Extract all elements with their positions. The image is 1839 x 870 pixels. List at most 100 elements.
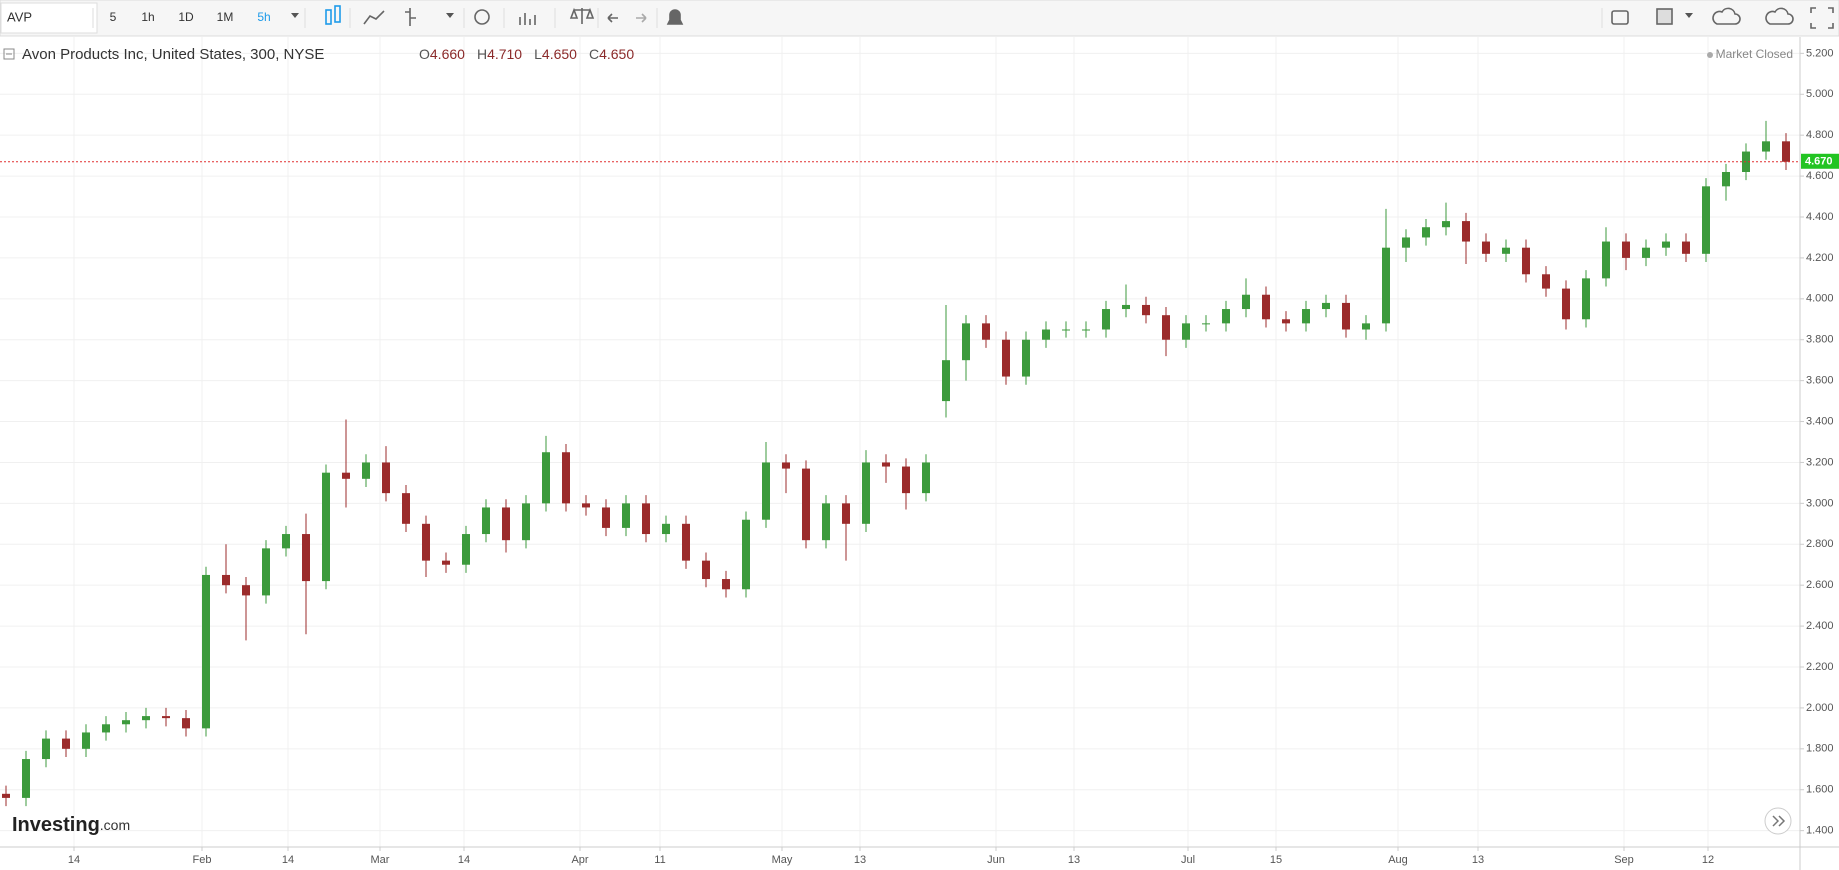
candle-body [1142,304,1150,316]
candle-body [882,462,890,467]
candle-body [1422,227,1430,238]
interval-button[interactable]: 1M [217,10,234,24]
candle-body [162,716,170,719]
ohlc-value: 4.660 [430,46,465,62]
candle-body [862,462,870,524]
x-tick-label: 12 [1702,854,1714,866]
y-tick-label: 2.600 [1806,579,1834,591]
last-price-tag [1801,153,1839,169]
candle-body [1342,302,1350,330]
x-tick-label: Jul [1181,854,1195,866]
candle-body [1522,247,1530,275]
fullscreen-icon[interactable] [1810,7,1834,29]
color-icon[interactable] [1656,8,1673,25]
candle-body [442,560,450,565]
candle-body [922,462,930,494]
y-tick-label: 5.000 [1806,88,1834,100]
x-tick-label: 14 [458,854,470,866]
candle-body [402,493,410,524]
y-tick-label: 2.400 [1806,620,1834,632]
candle-body [1382,247,1390,324]
x-tick-label: Feb [193,854,212,866]
candle-body [942,360,950,402]
indicator-icon[interactable] [405,8,416,26]
status-dot [1707,52,1713,58]
candle-body [1562,288,1570,320]
candle-body [1462,221,1470,242]
y-tick-label: 4.200 [1806,252,1834,264]
candle-icon[interactable] [334,5,341,23]
candle-body [1022,339,1030,377]
candle-body [1662,241,1670,248]
candle-body [182,718,190,729]
toolbar-separators [92,8,1603,28]
interval-button[interactable]: 5 [110,10,117,24]
x-tick-label: Apr [571,854,588,866]
candle-body [142,716,150,721]
candle-body [62,738,70,749]
cloud-save-icon[interactable] [1765,7,1794,25]
candle-icon[interactable] [325,9,332,25]
compare-icon[interactable] [569,7,595,24]
candle-body [242,585,250,596]
candle-body [282,534,290,549]
candle-body [1642,247,1650,258]
interval-button[interactable]: 1h [141,10,154,24]
ohlc-value: 4.650 [599,46,634,62]
candle-body [262,548,270,596]
interval-buttons: 5 1h 1D 1M 5h [110,10,271,24]
x-tick-label: 13 [1472,854,1484,866]
scroll-glyph [1772,815,1786,827]
camera-icon[interactable] [1611,10,1629,25]
settings-icon[interactable] [474,9,490,25]
alert-icon[interactable] [666,9,684,25]
instrument-title: Avon Products Inc, United States, 300, N… [22,46,324,63]
candle-body [1442,221,1450,228]
y-tick-label: 3.600 [1806,375,1834,387]
x-tick-label: Sep [1614,854,1634,866]
collapse-button[interactable] [3,48,15,60]
candle-body [1162,315,1170,340]
redo-icon[interactable] [636,13,647,23]
y-tick-label: 3.200 [1806,456,1834,468]
y-tick-label: 5.200 [1806,47,1834,59]
market-status: Market Closed [1716,47,1793,61]
candle-body [622,503,630,528]
candle-body [42,738,50,760]
candle-body [1202,323,1210,325]
candle-body [202,574,210,729]
symbol-input[interactable] [0,2,98,34]
candle-body [1302,309,1310,324]
y-tick-label: 4.400 [1806,211,1834,223]
undo-icon[interactable] [607,13,618,23]
candle-body [1322,302,1330,310]
ohlc-key: H [477,46,487,62]
candle-body [1502,247,1510,254]
last-price-label: 4.670 [1805,156,1833,168]
cloud-load-icon[interactable] [1712,7,1741,25]
y-tick-label: 1.400 [1806,825,1834,837]
candle-body [302,534,310,582]
brand-suffix: .com [100,817,130,833]
candle-body [382,462,390,494]
candle-body [1122,304,1130,310]
interval-button[interactable]: 5h [257,10,270,24]
line-icon[interactable] [363,10,385,25]
candle-body [122,720,130,725]
candle-body [1402,237,1410,248]
candle-body [522,503,530,541]
candle-body [1102,309,1110,330]
x-tick-label: 11 [654,854,665,866]
candle-body [1722,172,1730,187]
candle-body [1042,329,1050,340]
ohlc-value: 4.650 [542,46,577,62]
candle-body [1242,294,1250,310]
candle-body [2,793,10,798]
candle-body [542,452,550,504]
x-tick-label: May [772,854,793,866]
interval-button[interactable]: 1D [178,10,194,24]
study-icon[interactable] [519,13,536,25]
candle-body [702,560,710,580]
candle-body [482,507,490,535]
